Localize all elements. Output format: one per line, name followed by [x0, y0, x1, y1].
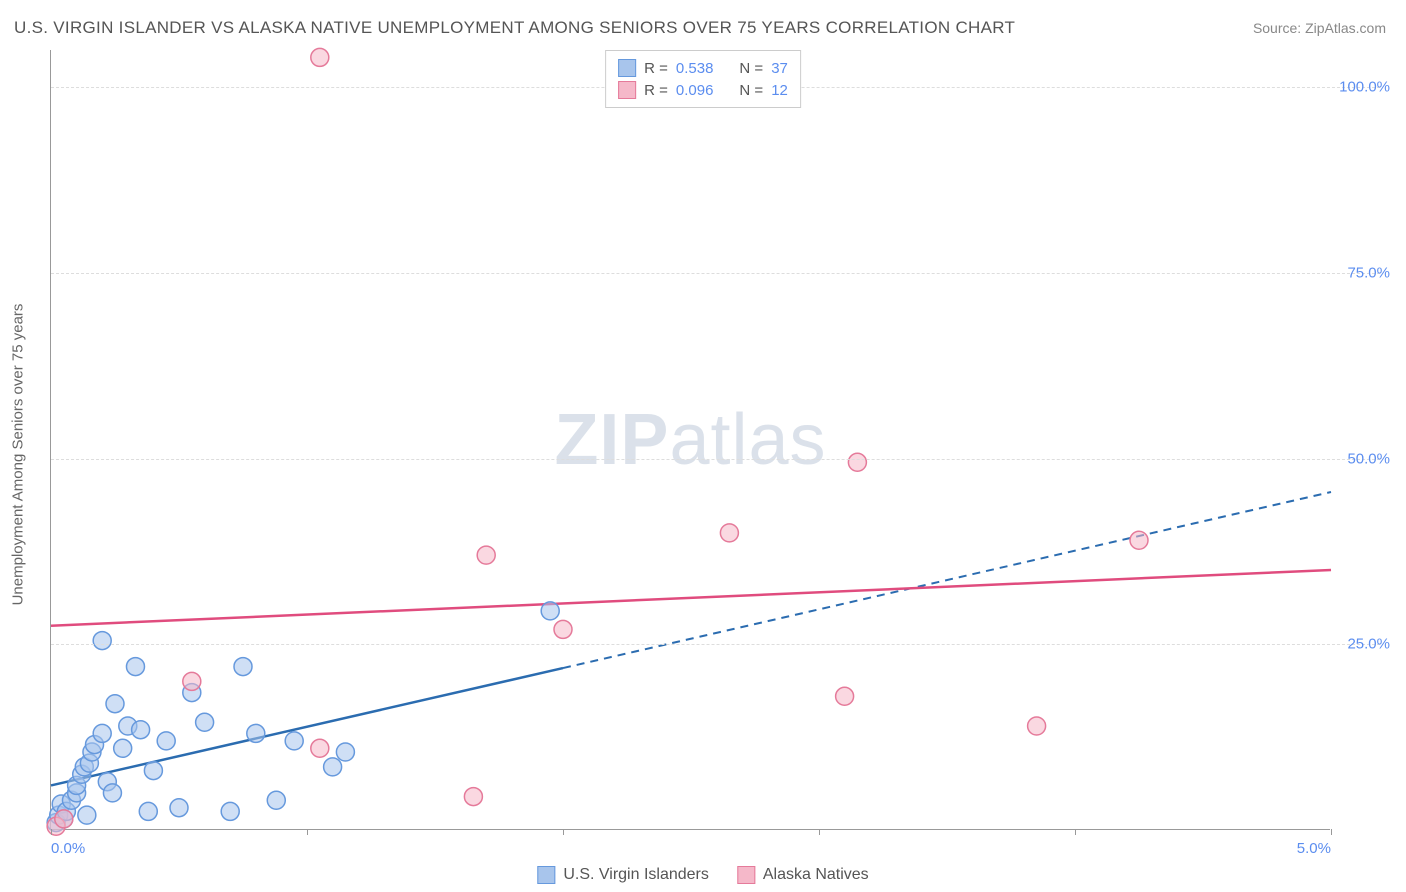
series-legend: U.S. Virgin Islanders Alaska Natives — [537, 866, 868, 884]
data-point — [93, 724, 111, 742]
data-point — [541, 602, 559, 620]
data-point — [336, 743, 354, 761]
correlation-legend: R = 0.538 N = 37 R = 0.096 N = 12 — [605, 50, 801, 108]
n-value-blue: 37 — [771, 60, 788, 77]
y-tick-label: 100.0% — [1339, 79, 1390, 96]
x-tick — [1075, 829, 1076, 835]
legend-swatch-blue — [537, 866, 555, 884]
y-tick-label: 50.0% — [1347, 450, 1390, 467]
y-axis-label: Unemployment Among Seniors over 75 years — [10, 304, 27, 606]
x-tick-label: 0.0% — [51, 840, 85, 857]
data-point — [170, 799, 188, 817]
data-point — [157, 732, 175, 750]
plot-svg — [51, 50, 1330, 829]
x-tick — [563, 829, 564, 835]
data-point — [311, 739, 329, 757]
legend-item-pink: Alaska Natives — [737, 866, 869, 884]
legend-row-pink: R = 0.096 N = 12 — [618, 79, 788, 101]
gridline — [51, 459, 1380, 460]
data-point — [720, 524, 738, 542]
legend-swatch-pink — [737, 866, 755, 884]
y-tick-label: 25.0% — [1347, 636, 1390, 653]
r-value-blue: 0.538 — [676, 60, 714, 77]
legend-row-blue: R = 0.538 N = 37 — [618, 57, 788, 79]
data-point — [1130, 531, 1148, 549]
n-value-pink: 12 — [771, 82, 788, 99]
data-point — [139, 802, 157, 820]
data-point — [114, 739, 132, 757]
chart-title: U.S. VIRGIN ISLANDER VS ALASKA NATIVE UN… — [14, 18, 1015, 38]
plot-area: ZIPatlas 25.0%50.0%75.0%100.0%0.0%5.0% — [50, 50, 1330, 830]
trend-line — [51, 570, 1331, 626]
data-point — [126, 658, 144, 676]
gridline — [51, 273, 1380, 274]
data-point — [78, 806, 96, 824]
data-point — [221, 802, 239, 820]
data-point — [324, 758, 342, 776]
data-point — [183, 672, 201, 690]
source-attribution: Source: ZipAtlas.com — [1253, 20, 1386, 36]
legend-label-blue: U.S. Virgin Islanders — [563, 866, 709, 884]
data-point — [132, 721, 150, 739]
data-point — [106, 695, 124, 713]
data-point — [247, 724, 265, 742]
data-point — [554, 620, 572, 638]
legend-swatch-blue — [618, 59, 636, 77]
legend-item-blue: U.S. Virgin Islanders — [537, 866, 709, 884]
data-point — [103, 784, 121, 802]
n-label: N = — [739, 82, 763, 99]
data-point — [196, 713, 214, 731]
y-tick-label: 75.0% — [1347, 264, 1390, 281]
r-label: R = — [644, 60, 668, 77]
legend-swatch-pink — [618, 81, 636, 99]
x-tick — [819, 829, 820, 835]
data-point — [1028, 717, 1046, 735]
x-tick — [307, 829, 308, 835]
data-point — [311, 48, 329, 66]
data-point — [267, 791, 285, 809]
r-value-pink: 0.096 — [676, 82, 714, 99]
legend-label-pink: Alaska Natives — [763, 866, 869, 884]
n-label: N = — [739, 60, 763, 77]
x-tick — [1331, 829, 1332, 835]
data-point — [93, 632, 111, 650]
trend-line-extrapolated — [563, 492, 1331, 668]
x-tick-label: 5.0% — [1297, 840, 1331, 857]
r-label: R = — [644, 82, 668, 99]
x-tick — [51, 829, 52, 835]
data-point — [477, 546, 495, 564]
data-point — [55, 810, 73, 828]
data-point — [234, 658, 252, 676]
data-point — [285, 732, 303, 750]
data-point — [836, 687, 854, 705]
data-point — [464, 788, 482, 806]
data-point — [848, 453, 866, 471]
data-point — [144, 762, 162, 780]
gridline — [51, 644, 1380, 645]
